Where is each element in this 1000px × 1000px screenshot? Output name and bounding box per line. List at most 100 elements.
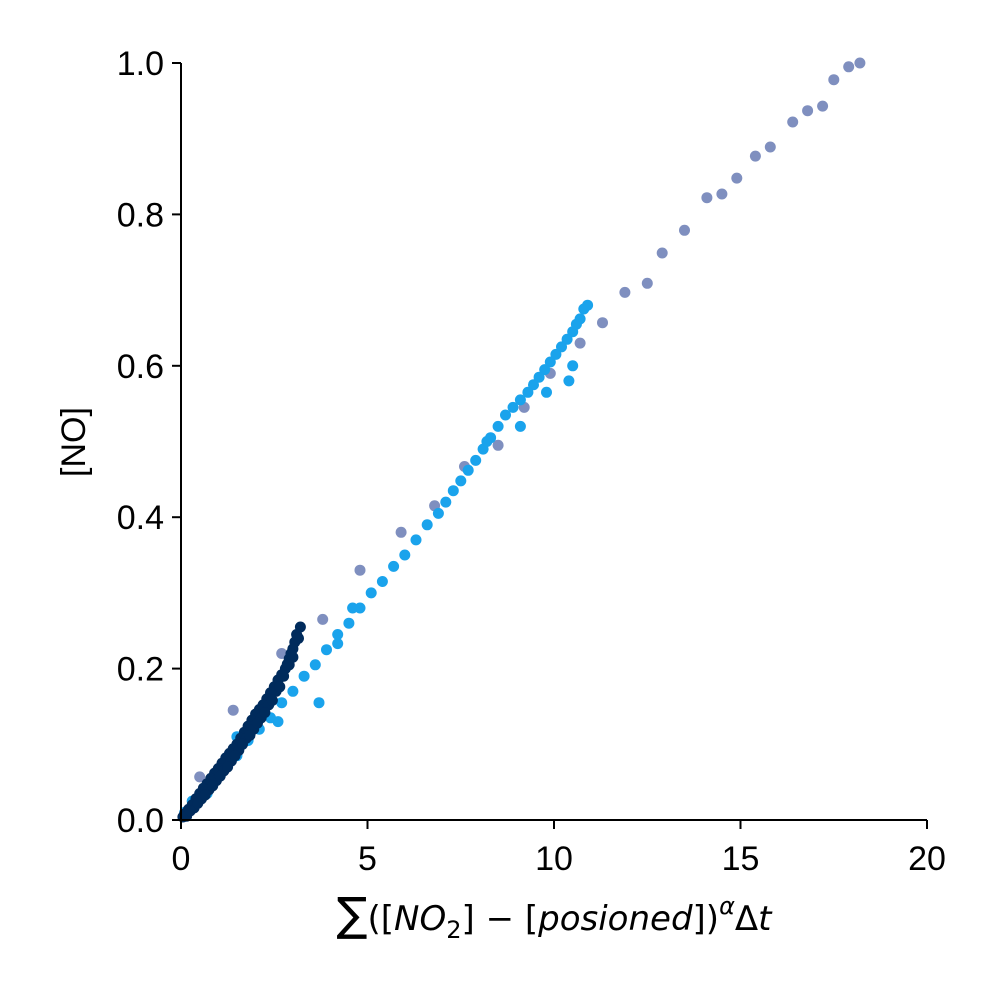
data-point-s0-3 xyxy=(817,100,829,112)
x-tick-label-2: 10 xyxy=(535,840,573,878)
data-point-s1-38 xyxy=(276,697,288,709)
data-point-s1-59 xyxy=(567,360,579,372)
data-point-s0-10 xyxy=(701,192,713,204)
data-point-s1-24 xyxy=(432,507,444,519)
data-point-s0-23 xyxy=(354,564,366,576)
data-point-s1-28 xyxy=(388,560,400,572)
data-point-s1-57 xyxy=(541,386,552,398)
data-point-s2-54 xyxy=(266,694,278,706)
data-point-s1-25 xyxy=(421,519,433,531)
data-point-s0-2 xyxy=(828,74,840,86)
data-point-s1-30 xyxy=(365,587,377,599)
data-point-s1-4 xyxy=(567,326,579,338)
data-point-s0-26 xyxy=(227,704,239,716)
data-point-s2-52 xyxy=(283,659,295,671)
data-point-s0-24 xyxy=(317,613,329,625)
data-point-s0-16 xyxy=(574,337,586,349)
y-tick-label-3: 0.6 xyxy=(117,348,164,386)
data-point-s1-22 xyxy=(447,485,459,497)
data-point-s1-53 xyxy=(347,602,359,614)
data-point-s1-48 xyxy=(313,697,325,709)
y-tick-label-5: 1.0 xyxy=(117,45,164,83)
data-point-s0-1 xyxy=(843,61,855,73)
data-point-s0-9 xyxy=(716,188,728,200)
data-point-s1-36 xyxy=(298,670,310,682)
data-point-s0-13 xyxy=(641,277,653,289)
y-tick-label-0: 0.0 xyxy=(117,802,164,840)
data-point-s1-27 xyxy=(399,549,411,561)
data-point-s0-27 xyxy=(194,771,206,783)
data-point-s0-4 xyxy=(802,105,814,117)
x-label-sum: ∑ xyxy=(336,887,367,941)
data-point-s2-61 xyxy=(214,770,226,782)
data-point-s1-35 xyxy=(309,659,321,671)
ticks-layer: 0 5 10 15 20 0.0 0.2 0.4 0.6 0.8 1.0 xyxy=(117,45,946,878)
data-point-s1-10 xyxy=(533,371,545,383)
y-tick-label-4: 0.8 xyxy=(117,196,164,234)
x-label-mid: ] − [ xyxy=(462,899,539,939)
data-point-s1-14 xyxy=(507,401,519,413)
data-point-s0-11 xyxy=(679,224,690,236)
data-point-s2-62 xyxy=(207,780,219,792)
x-tick-label-3: 15 xyxy=(722,840,760,878)
data-point-s1-20 xyxy=(462,464,474,476)
data-point-s0-12 xyxy=(656,247,668,259)
data-point-s0-0 xyxy=(854,57,866,69)
data-point-s2-53 xyxy=(274,681,286,693)
data-point-s0-15 xyxy=(597,317,608,329)
data-point-s0-5 xyxy=(787,116,799,128)
data-point-s1-12 xyxy=(522,386,534,398)
data-point-s1-29 xyxy=(376,576,388,587)
data-point-s1-33 xyxy=(332,629,344,640)
data-point-s1-8 xyxy=(544,356,556,368)
data-point-s1-58 xyxy=(563,375,575,387)
data-point-s1-32 xyxy=(343,617,355,629)
data-point-s2-56 xyxy=(252,717,263,729)
x-label-sup: α xyxy=(719,892,735,920)
x-label-delta: Δ xyxy=(735,899,758,939)
data-point-s0-6 xyxy=(764,141,776,153)
data-point-s1-56 xyxy=(514,420,526,432)
data-point-s2-55 xyxy=(259,707,271,718)
x-label-poisoned: posioned xyxy=(537,899,693,939)
data-point-s2-63 xyxy=(199,789,211,801)
data-point-s2-60 xyxy=(222,761,234,773)
data-point-s1-23 xyxy=(440,496,452,508)
x-label-no: NO xyxy=(394,899,446,939)
data-point-s1-55 xyxy=(481,436,493,447)
data-point-s0-19 xyxy=(492,439,504,451)
data-point-s1-7 xyxy=(550,348,562,360)
data-point-s1-5 xyxy=(561,333,573,345)
x-label-open: ([ xyxy=(367,899,394,939)
data-point-s1-54 xyxy=(332,638,344,650)
y-tick-label-2: 0.4 xyxy=(117,499,164,537)
data-point-s1-13 xyxy=(514,394,526,406)
x-tick-label-0: 0 xyxy=(172,840,191,878)
data-point-s0-7 xyxy=(749,150,761,162)
y-axis-label: [NO] xyxy=(55,407,93,477)
data-point-s1-34 xyxy=(321,644,332,656)
data-point-s2-65 xyxy=(184,805,196,817)
data-point-s1-6 xyxy=(556,341,567,353)
data-point-s1-1 xyxy=(578,303,590,315)
x-tick-label-4: 20 xyxy=(908,840,946,878)
x-label-sub: 2 xyxy=(446,916,461,944)
data-point-s0-22 xyxy=(395,526,407,538)
data-point-s1-15 xyxy=(500,409,511,421)
y-tick-label-1: 0.2 xyxy=(117,651,164,689)
data-point-s1-26 xyxy=(410,534,422,546)
data-point-s1-11 xyxy=(528,379,539,391)
data-point-s1-21 xyxy=(455,475,467,487)
points-layer xyxy=(177,57,866,823)
data-point-s2-38 xyxy=(278,670,290,682)
data-point-s1-9 xyxy=(539,364,551,376)
data-point-s1-16 xyxy=(492,420,504,432)
data-point-s2-59 xyxy=(229,750,241,762)
data-point-s0-8 xyxy=(731,172,743,184)
x-tick-label-1: 5 xyxy=(358,840,377,878)
x-label-t: t xyxy=(758,899,773,939)
data-point-s2-36 xyxy=(293,632,304,644)
data-point-s2-58 xyxy=(237,738,248,750)
data-point-s1-19 xyxy=(470,454,482,466)
